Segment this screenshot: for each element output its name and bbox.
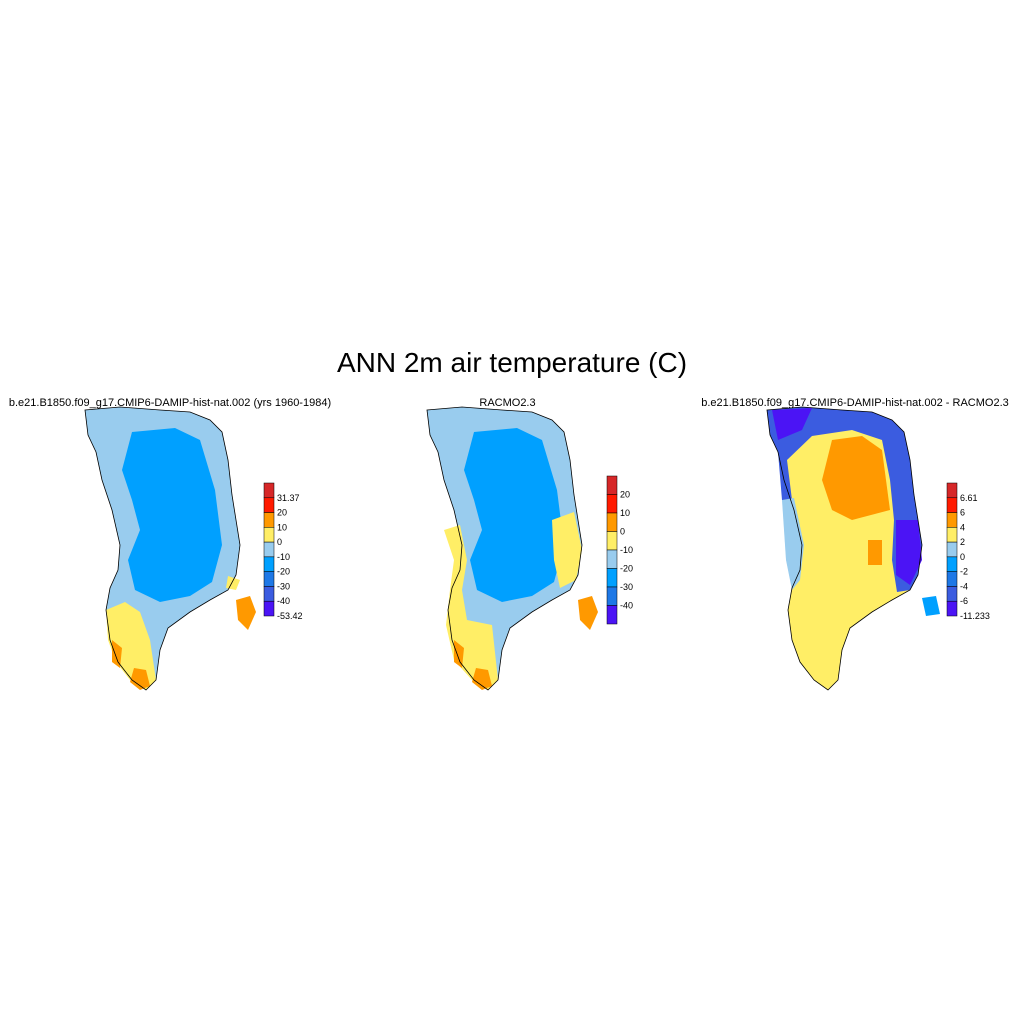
colorbar-tick-label: 0: [620, 527, 625, 537]
colorbar-swatch: [606, 531, 618, 551]
colorbar-swatch: [946, 556, 958, 572]
colorbar-swatch: [263, 556, 275, 572]
interior-cold-region: [464, 428, 564, 602]
colorbar-tick-label: 10: [277, 522, 287, 532]
colorbar-tick-label: -30: [277, 581, 290, 591]
colorbar-swatch: [263, 541, 275, 558]
colorbar-swatch: [263, 600, 275, 617]
colorbar-tick-label: -40: [277, 596, 290, 606]
south-tip-region: [454, 640, 492, 690]
colorbar-tick-label: 6.61: [960, 493, 978, 503]
colorbar-swatch: [946, 482, 958, 499]
colorbar-swatch: [946, 541, 958, 558]
map-panel-model: [84, 406, 256, 691]
south-tip-region: [112, 640, 150, 690]
colorbar-tick-label: 10: [620, 508, 630, 518]
map-panel-racmo: [426, 406, 598, 691]
colorbar-2: 20 10 0 -10 -20 -30 -40: [606, 475, 633, 625]
strong-negative-region: [772, 408, 922, 585]
colorbar-tick-label: -40: [620, 601, 633, 611]
colorbar-tick-label: 20: [620, 490, 630, 500]
south-coast-region: [106, 602, 156, 690]
colorbar-tick-label: -6: [960, 596, 968, 606]
colorbar-swatch: [606, 605, 618, 625]
colorbar-swatch: [606, 586, 618, 606]
colorbar-swatch: [946, 497, 958, 513]
colorbar-swatch: [263, 482, 275, 499]
east-island-region: [236, 596, 256, 630]
colorbar-tick-label: 0: [277, 537, 282, 547]
colorbar-3: 6.61 6 4 2 0 -2 -4 -6 -11.233: [946, 482, 990, 621]
panel-title-model: b.e21.B1850.f09_g17.CMIP6-DAMIP-hist-nat…: [8, 397, 332, 409]
colorbar-swatch: [946, 571, 958, 587]
colorbar-1: 31.37 20 10 0 -10 -20 -30 -40 -53.42: [263, 482, 303, 621]
central-warm-patch: [868, 540, 882, 565]
colorbar-swatch: [606, 549, 618, 569]
colorbar-tick-label: 4: [960, 522, 965, 532]
colorbar-tick-label: -20: [620, 564, 633, 574]
colorbar-swatch: [946, 600, 958, 617]
colorbar-swatch: [263, 586, 275, 602]
figure-title: ANN 2m air temperature (C): [336, 347, 688, 378]
colorbar-tick-label: 0: [960, 552, 965, 562]
colorbar-swatch: [263, 571, 275, 587]
east-coast-region: [552, 512, 582, 588]
colorbar-tick-label: -11.233: [960, 611, 990, 621]
colorbar-tick-label: -10: [620, 545, 633, 555]
colorbar-swatch: [606, 475, 618, 495]
colorbar-swatch: [263, 497, 275, 513]
colorbar-swatch: [946, 586, 958, 602]
colorbar-swatch: [946, 512, 958, 528]
panel-title-racmo: RACMO2.3: [479, 397, 536, 409]
colorbar-swatch: [263, 527, 275, 543]
north-interior-warm-region: [822, 436, 890, 520]
east-coast-patch: [226, 576, 240, 590]
panel-title-difference: b.e21.B1850.f09_g17.CMIP6-DAMIP-hist-nat…: [701, 397, 1009, 409]
colorbar-tick-label: 20: [277, 508, 287, 518]
colorbar-tick-label: -4: [960, 581, 968, 591]
colorbar-swatch: [606, 568, 618, 588]
colorbar-swatch: [606, 512, 618, 532]
colorbar-swatch: [606, 494, 618, 514]
colorbar-tick-label: -2: [960, 567, 968, 577]
colorbar-tick-label: -10: [277, 552, 290, 562]
map-panel-difference: [766, 406, 940, 691]
colorbar-swatch: [263, 512, 275, 528]
colorbar-tick-label: 6: [960, 508, 965, 518]
east-island-region: [578, 596, 598, 630]
east-island-region: [922, 596, 940, 616]
interior-cold-region: [122, 428, 222, 602]
colorbar-tick-label: -30: [620, 582, 633, 592]
colorbar-tick-label: -20: [277, 567, 290, 577]
west-margin-region: [782, 498, 804, 590]
colorbar-tick-label: 31.37: [277, 493, 300, 503]
colorbar-tick-label: 2: [960, 537, 965, 547]
colorbar-swatch: [946, 527, 958, 543]
colorbar-tick-label: -53.42: [277, 611, 303, 621]
